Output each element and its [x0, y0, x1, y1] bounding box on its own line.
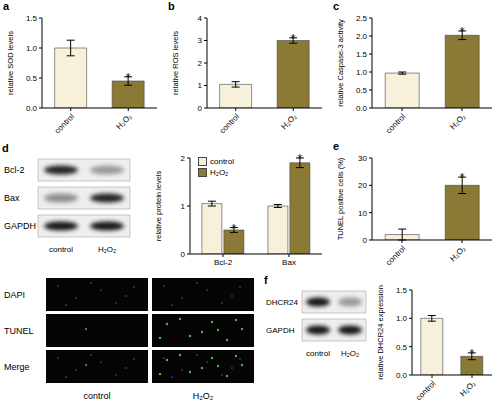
html-text:c: c	[333, 0, 340, 12]
svg-text:0: 0	[363, 236, 368, 245]
html-text:H₂O₂: H₂O₂	[210, 168, 229, 177]
html-text:b: b	[168, 0, 175, 12]
svg-text:20: 20	[358, 181, 367, 190]
svg-text:control: control	[53, 112, 77, 136]
svg-text:3: 3	[198, 36, 203, 45]
svg-text:TUNEL: TUNEL	[8, 326, 34, 336]
svg-text:30: 30	[358, 154, 367, 163]
svg-text:relative protein levels: relative protein levels	[154, 171, 163, 242]
svg-text:1.0: 1.0	[356, 68, 368, 77]
svg-text:Bax: Bax	[8, 193, 20, 203]
svg-text:control: control	[414, 379, 438, 403]
html-text:control: control	[210, 157, 234, 166]
svg-text:GAPDH: GAPDH	[266, 326, 295, 335]
svg-text:4: 4	[198, 14, 203, 23]
svg-text:*: *	[291, 32, 296, 46]
svg-text:0.0: 0.0	[26, 104, 38, 113]
svg-text:control: control	[306, 349, 330, 358]
svg-text:control: control	[384, 244, 408, 268]
svg-text:DAPI: DAPI	[8, 290, 25, 300]
svg-text:0.5: 0.5	[396, 343, 408, 352]
svg-text:2.0: 2.0	[356, 32, 368, 41]
svg-text:0.0: 0.0	[356, 104, 368, 113]
svg-text:Merge: Merge	[8, 362, 30, 372]
svg-text:f: f	[264, 274, 268, 286]
svg-text:10: 10	[358, 209, 367, 218]
svg-text:Bcl-2: Bcl-2	[8, 165, 25, 175]
svg-text:1: 1	[198, 81, 203, 90]
svg-text:Bcl-2: Bcl-2	[214, 258, 233, 267]
svg-text:H₂O₂: H₂O₂	[114, 112, 133, 131]
svg-text:relative SOD levels: relative SOD levels	[8, 31, 15, 95]
svg-text:H₂O₂: H₂O₂	[279, 112, 298, 131]
html-text:a: a	[3, 0, 10, 12]
svg-text:H₂O₂: H₂O₂	[458, 379, 477, 398]
svg-text:*: *	[460, 171, 465, 185]
svg-text:*: *	[232, 222, 237, 236]
svg-text:0: 0	[181, 250, 186, 259]
svg-text:1.5: 1.5	[26, 14, 38, 23]
svg-text:*: *	[298, 152, 303, 166]
svg-text:1: 1	[181, 202, 186, 211]
svg-text:2.5: 2.5	[356, 14, 368, 23]
svg-text:*: *	[469, 347, 474, 361]
svg-text:1.5: 1.5	[356, 50, 368, 59]
svg-text:TUNEL positive cells (%): TUNEL positive cells (%)	[336, 157, 345, 240]
svg-text:control: control	[49, 245, 73, 254]
svg-text:H₂O₂: H₂O₂	[98, 245, 116, 254]
svg-text:H₂O₂: H₂O₂	[341, 349, 359, 358]
svg-text:control: control	[218, 112, 242, 136]
svg-text:1.0: 1.0	[26, 44, 38, 53]
svg-text:2: 2	[181, 154, 186, 163]
svg-text:relative ROS levels: relative ROS levels	[171, 31, 180, 95]
svg-text:0.5: 0.5	[26, 74, 38, 83]
svg-text:0.0: 0.0	[396, 371, 408, 380]
svg-text:DHCR24: DHCR24	[266, 298, 299, 307]
svg-text:relative DHCR24 expression: relative DHCR24 expression	[376, 285, 385, 380]
svg-text:Bax: Bax	[282, 258, 296, 267]
svg-text:control: control	[384, 112, 408, 136]
svg-text:relative Caspase-3 activity: relative Caspase-3 activity	[336, 19, 345, 107]
svg-text:*: *	[460, 25, 465, 39]
svg-text:2: 2	[198, 59, 203, 68]
svg-text:1.0: 1.0	[396, 314, 408, 323]
svg-text:control: control	[83, 391, 110, 401]
svg-text:H₂O₂: H₂O₂	[448, 244, 467, 263]
html-text:e: e	[333, 140, 340, 152]
svg-text:0: 0	[198, 104, 203, 113]
svg-text:GAPDH: GAPDH	[8, 221, 36, 231]
svg-text:H₂O₂: H₂O₂	[193, 391, 214, 401]
svg-text:*: *	[126, 71, 131, 85]
svg-text:d: d	[8, 142, 9, 154]
svg-text:H₂O₂: H₂O₂	[448, 112, 467, 131]
svg-text:0.5: 0.5	[356, 86, 368, 95]
svg-text:1.5: 1.5	[396, 286, 408, 295]
